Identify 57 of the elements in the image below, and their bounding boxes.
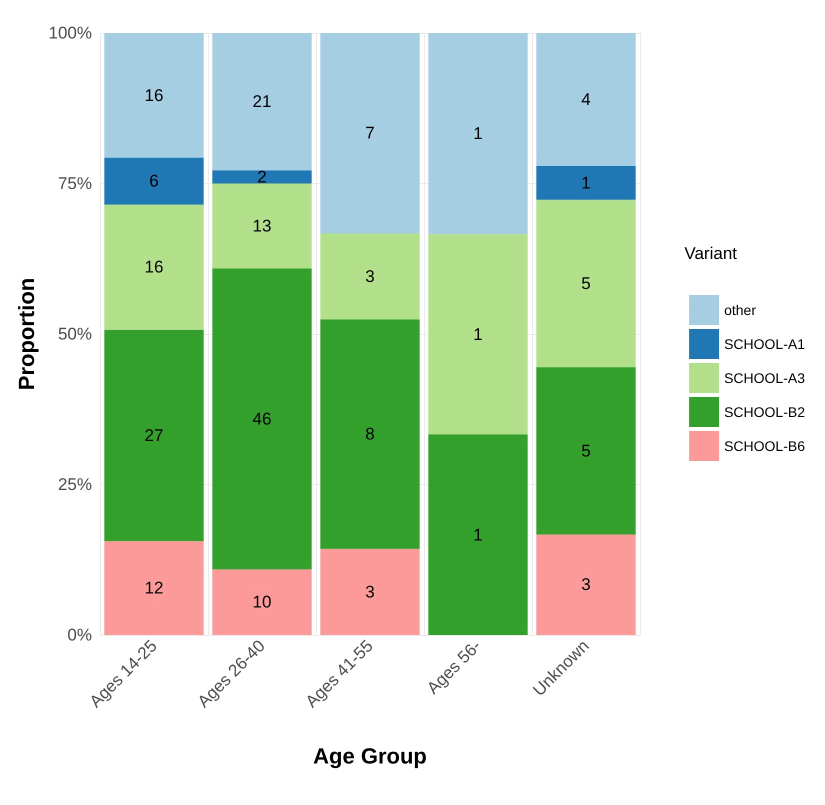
annotation: 27 bbox=[144, 426, 164, 445]
bar bbox=[428, 33, 528, 234]
y-tick-label: 0% bbox=[67, 626, 92, 644]
bar bbox=[104, 204, 204, 330]
legend-label: SCHOOL-A1 bbox=[724, 336, 806, 352]
bar bbox=[320, 33, 420, 234]
annotation: 2 bbox=[257, 167, 267, 186]
y-tick-label: 50% bbox=[58, 324, 92, 344]
bar bbox=[320, 320, 420, 549]
bar bbox=[320, 548, 420, 635]
bar bbox=[536, 33, 636, 166]
y-axis-title: Proportion bbox=[14, 278, 40, 390]
bar bbox=[212, 184, 312, 268]
bar bbox=[104, 330, 204, 542]
bar bbox=[104, 33, 204, 158]
y-tick-label: 25% bbox=[58, 475, 92, 494]
legend-label: SCHOOL-B6 bbox=[724, 438, 806, 454]
annotation: 8 bbox=[365, 424, 375, 444]
y-tick-label: 75% bbox=[58, 174, 92, 193]
bar bbox=[536, 367, 636, 534]
annotation: 1 bbox=[581, 173, 591, 192]
legend-label: SCHOOL-B2 bbox=[724, 404, 806, 420]
bar bbox=[104, 541, 204, 635]
y-tick-label: 100% bbox=[48, 24, 92, 42]
legend-label: SCHOOL-A3 bbox=[724, 370, 806, 386]
annotation: 46 bbox=[252, 409, 272, 428]
annotation: 10 bbox=[252, 592, 272, 612]
annotation: 3 bbox=[365, 267, 375, 286]
bar bbox=[536, 534, 636, 635]
annotation: 5 bbox=[581, 441, 591, 460]
bar bbox=[320, 233, 420, 320]
bar bbox=[104, 158, 204, 205]
bar bbox=[212, 268, 312, 570]
legend-label: other bbox=[724, 302, 756, 318]
x-axis-title: Age Group bbox=[313, 744, 427, 768]
annotation: 1 bbox=[473, 525, 483, 544]
annotation: 7 bbox=[365, 124, 375, 143]
annotation: 3 bbox=[581, 575, 591, 594]
annotation: 1 bbox=[473, 124, 483, 144]
bar bbox=[428, 234, 528, 435]
bar bbox=[212, 33, 312, 170]
annotation: 4 bbox=[581, 90, 591, 110]
annotation: 6 bbox=[149, 172, 159, 191]
annotation: 12 bbox=[144, 578, 164, 598]
bar bbox=[212, 569, 312, 635]
annotation: 1 bbox=[473, 324, 483, 344]
annotation: 13 bbox=[252, 216, 272, 236]
annotation: 21 bbox=[252, 92, 272, 112]
bar bbox=[212, 170, 312, 184]
bar bbox=[536, 200, 636, 368]
annotation: 3 bbox=[365, 582, 375, 602]
annotation: 16 bbox=[144, 86, 164, 105]
bar bbox=[536, 166, 636, 200]
legend-title: Variant bbox=[684, 244, 738, 263]
bar bbox=[428, 434, 528, 635]
annotation: 16 bbox=[144, 258, 164, 277]
annotation: 5 bbox=[581, 274, 591, 293]
